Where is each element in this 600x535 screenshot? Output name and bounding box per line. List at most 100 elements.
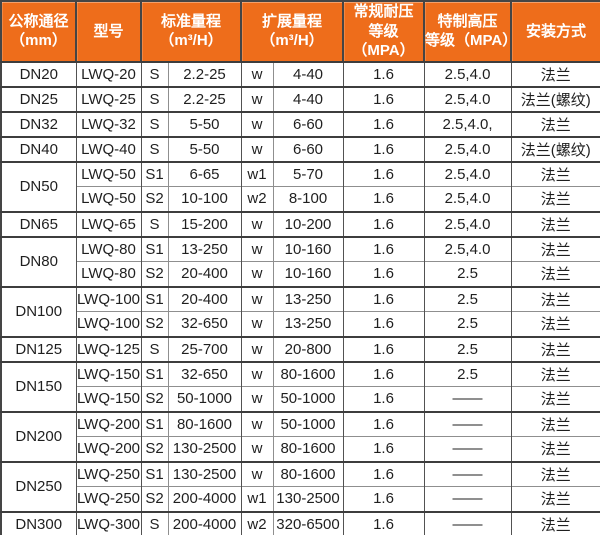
- cell-std: 15-200: [167, 210, 242, 237]
- cell-ext: 20-800: [272, 335, 344, 362]
- cell-nominal-diameter: DN250: [0, 460, 77, 512]
- cell-nominal-diameter: DN100: [0, 285, 77, 337]
- cell-s: S: [140, 210, 169, 237]
- cell-s: S1: [140, 360, 169, 387]
- cell-regular-pressure: 1.6: [342, 386, 425, 412]
- cell-special-pressure: 2.5: [423, 335, 512, 362]
- cell-nominal-diameter: DN20: [0, 60, 77, 87]
- cell-w: w2: [240, 510, 274, 535]
- cell-special-pressure: 2.5: [423, 285, 512, 312]
- cell-w: w: [240, 335, 274, 362]
- cell-s: S1: [140, 410, 169, 437]
- cell-installation: 法兰: [510, 410, 600, 437]
- cell-ext: 50-1000: [272, 410, 344, 437]
- cell-std: 130-2500: [167, 460, 242, 487]
- cell-special-pressure: 2.5: [423, 311, 512, 337]
- table-row: DN80 LWQ-80 S1 13-250 w 10-160 1.6 2.5,4.0 法兰: [0, 235, 600, 287]
- cell-regular-pressure: 1.6: [342, 436, 425, 462]
- cell-model: LWQ-50: [75, 160, 142, 187]
- cell-w: w: [240, 110, 274, 137]
- table-row: DN40 LWQ-40 S 5-50 w 6-60 1.6 2.5,4.0 法兰(螺纹): [0, 135, 600, 162]
- cell-ext: 80-1600: [272, 436, 344, 462]
- cell-special-pressure: ——: [423, 436, 512, 462]
- cell-special-pressure: 2.5: [423, 261, 512, 287]
- table-row: DN100 LWQ-100 S1 20-400 w 13-250 1.6 2.5 法兰: [0, 285, 600, 337]
- cell-w: w: [240, 135, 274, 162]
- cell-model: LWQ-25: [75, 85, 142, 112]
- table-row: LWQ-80 S2 20-400 w 10-160 1.6 2.5 法兰: [1, 261, 600, 287]
- cell-model: LWQ-65: [75, 210, 142, 237]
- cell-installation: 法兰: [510, 186, 600, 212]
- cell-w: w: [240, 386, 274, 412]
- cell-std: 200-4000: [167, 510, 242, 535]
- table-row: LWQ-50 S2 10-100 w2 8-100 1.6 2.5,4.0 法兰: [1, 186, 600, 212]
- table-row: LWQ-150 S2 50-1000 w 50-1000 1.6 —— 法兰: [1, 386, 600, 412]
- cell-nominal-diameter: DN32: [0, 110, 77, 137]
- cell-w: w: [240, 311, 274, 337]
- table-row: LWQ-250 S2 200-4000 w1 130-2500 1.6 —— 法兰: [1, 486, 600, 512]
- cell-model: LWQ-200: [75, 436, 142, 462]
- header-installation: 安装方式: [510, 0, 600, 63]
- cell-w: w: [240, 410, 274, 437]
- header-row: 公称通径 （mm） 型号 标准量程 （m³/H） 扩展量程 （m³/H） 常规耐…: [0, 0, 600, 63]
- table-row: DN25 LWQ-25 S 2.2-25 w 4-40 1.6 2.5,4.0 法兰(螺纹): [0, 85, 600, 112]
- cell-std: 25-700: [167, 335, 242, 362]
- cell-model: LWQ-80: [75, 261, 142, 287]
- cell-regular-pressure: 1.6: [342, 135, 425, 162]
- cell-nominal-diameter: DN300: [0, 510, 77, 535]
- cell-std: 20-400: [167, 261, 242, 287]
- cell-s: S: [140, 85, 169, 112]
- cell-special-pressure: 2.5,4.0: [423, 85, 512, 112]
- cell-s: S: [140, 110, 169, 137]
- cell-ext: 10-200: [272, 210, 344, 237]
- cell-ext: 8-100: [272, 186, 344, 212]
- cell-s: S1: [140, 235, 169, 262]
- table-row: DN150 LWQ-150 S1 32-650 w 80-1600 1.6 2.5 法兰: [0, 360, 600, 412]
- cell-model: LWQ-20: [75, 60, 142, 87]
- header-standard-range: 标准量程 （m³/H）: [140, 0, 242, 63]
- cell-special-pressure: 2.5,4.0: [423, 60, 512, 87]
- cell-ext: 80-1600: [272, 360, 344, 387]
- cell-s: S1: [140, 160, 169, 187]
- cell-w: w1: [240, 160, 274, 187]
- cell-installation: 法兰: [510, 460, 600, 487]
- cell-special-pressure: ——: [423, 460, 512, 487]
- cell-regular-pressure: 1.6: [342, 410, 425, 437]
- cell-ext: 6-60: [272, 135, 344, 162]
- cell-w: w: [240, 210, 274, 237]
- cell-regular-pressure: 1.6: [342, 210, 425, 237]
- header-model: 型号: [75, 0, 142, 63]
- cell-model: LWQ-32: [75, 110, 142, 137]
- cell-s: S: [140, 335, 169, 362]
- cell-nominal-diameter: DN65: [0, 210, 77, 237]
- cell-model: LWQ-300: [75, 510, 142, 535]
- cell-installation: 法兰: [510, 160, 600, 187]
- header-extended-range: 扩展量程 （m³/H）: [240, 0, 344, 63]
- cell-std: 10-100: [167, 186, 242, 212]
- cell-s: S1: [140, 285, 169, 312]
- cell-model: LWQ-50: [75, 186, 142, 212]
- cell-regular-pressure: 1.6: [342, 160, 425, 187]
- cell-std: 2.2-25: [167, 85, 242, 112]
- cell-model: LWQ-40: [75, 135, 142, 162]
- cell-model: LWQ-100: [75, 285, 142, 312]
- cell-nominal-diameter: DN50: [0, 160, 77, 212]
- cell-std: 50-1000: [167, 386, 242, 412]
- cell-ext: 130-2500: [272, 486, 344, 512]
- cell-w: w: [240, 60, 274, 87]
- cell-s: S2: [140, 186, 169, 212]
- cell-special-pressure: 2.5,4.0,: [423, 110, 512, 137]
- cell-w: w: [240, 235, 274, 262]
- cell-ext: 10-160: [272, 261, 344, 287]
- cell-nominal-diameter: DN40: [0, 135, 77, 162]
- cell-installation: 法兰: [510, 486, 600, 512]
- cell-model: LWQ-250: [75, 460, 142, 487]
- cell-special-pressure: ——: [423, 386, 512, 412]
- cell-regular-pressure: 1.6: [342, 486, 425, 512]
- cell-nominal-diameter: DN200: [0, 410, 77, 462]
- table-row: DN125 LWQ-125 S 25-700 w 20-800 1.6 2.5 法兰: [0, 335, 600, 362]
- cell-model: LWQ-150: [75, 386, 142, 412]
- cell-std: 200-4000: [167, 486, 242, 512]
